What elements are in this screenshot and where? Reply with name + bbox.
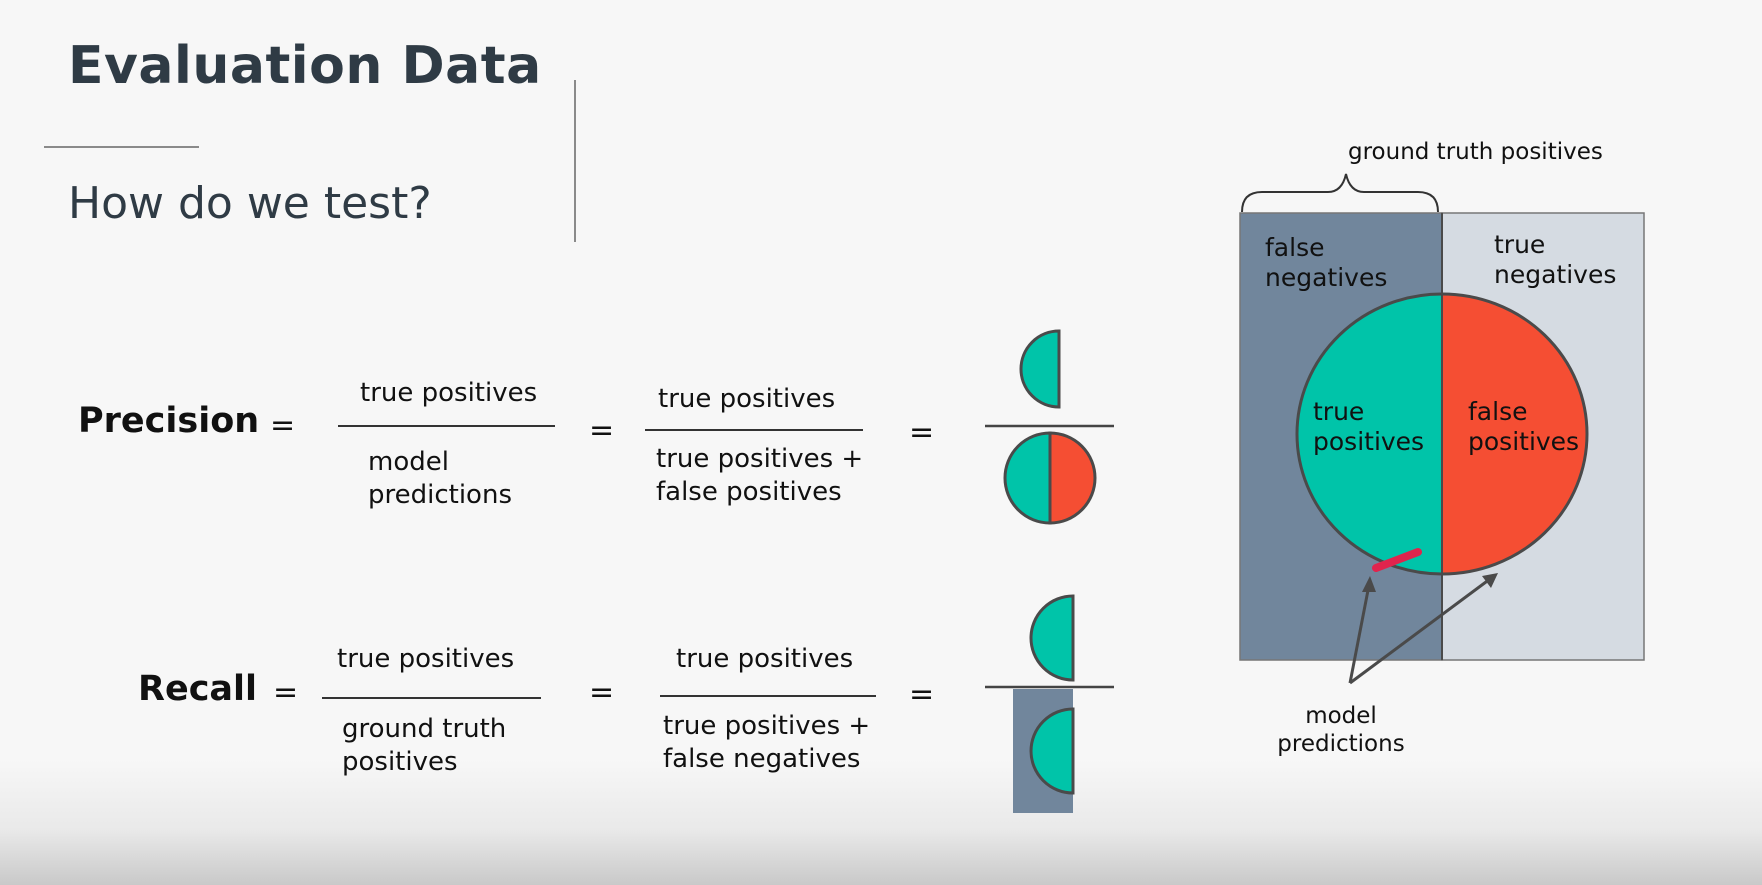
recall-label: Recall bbox=[138, 669, 258, 709]
pointer-mark bbox=[1372, 548, 1422, 572]
precision-fraction1-bar bbox=[338, 425, 555, 427]
vertical-divider bbox=[574, 80, 576, 242]
precision-top-half-circle bbox=[1019, 329, 1061, 409]
precision-fraction2-denominator-line1: true positives + bbox=[656, 444, 864, 474]
recall-fraction1-numerator: true positives bbox=[337, 644, 515, 674]
true-positives-region bbox=[1297, 294, 1442, 574]
precision-fraction2-numerator: true positives bbox=[658, 384, 836, 414]
true-negatives-label-line2: negatives bbox=[1494, 260, 1616, 289]
confusion-diagram: ground truth positives false negatives t… bbox=[1239, 139, 1645, 757]
recall-top-half-circle bbox=[1029, 594, 1075, 682]
precision-fraction1-numerator: true positives bbox=[360, 378, 538, 408]
recall-fraction2-denominator-line2: false negatives bbox=[663, 744, 861, 774]
recall-fraction1-denominator-line1: ground truth bbox=[342, 714, 507, 744]
true-positives-label-line1: true bbox=[1313, 397, 1364, 426]
recall-bottom-half-circle bbox=[1029, 707, 1075, 795]
precision-equals-1: = bbox=[270, 408, 296, 443]
precision-fraction2-denominator-line2: false positives bbox=[656, 477, 842, 507]
recall-pictogram bbox=[985, 594, 1114, 813]
recall-equals-3: = bbox=[909, 677, 935, 712]
precision-equals-3: = bbox=[909, 415, 935, 450]
false-positives-region bbox=[1442, 294, 1587, 574]
recall-fraction1-denominator-line2: positives bbox=[342, 747, 458, 777]
ground-truth-positives-label: ground truth positives bbox=[1348, 139, 1603, 165]
recall-fraction2-denominator-line1: true positives + bbox=[663, 711, 871, 741]
true-positives-label-line2: positives bbox=[1313, 427, 1424, 456]
true-negatives-label-line1: true bbox=[1494, 230, 1545, 259]
precision-bottom-tp-half bbox=[1003, 431, 1052, 525]
model-predictions-label-line2: predictions bbox=[1277, 731, 1404, 757]
false-positives-label-line1: false bbox=[1468, 397, 1527, 426]
precision-fraction2-bar bbox=[645, 429, 863, 431]
precision-bottom-fp-half bbox=[1048, 431, 1097, 525]
slide-title: Evaluation Data bbox=[68, 36, 542, 96]
recall-fraction2-numerator: true positives bbox=[676, 644, 854, 674]
ground-truth-brace bbox=[1241, 173, 1439, 213]
false-negatives-label-line2: negatives bbox=[1265, 263, 1387, 292]
slide-subtitle: How do we test? bbox=[68, 178, 432, 229]
title-divider bbox=[44, 146, 199, 148]
recall-equals-2: = bbox=[589, 675, 615, 710]
model-predictions-label-line1: model bbox=[1305, 703, 1377, 729]
false-positives-label-line2: positives bbox=[1468, 427, 1579, 456]
predictions-arrow-left bbox=[1348, 579, 1372, 684]
precision-label: Precision bbox=[78, 401, 260, 441]
precision-fraction1-denominator-line1: model bbox=[368, 447, 449, 477]
recall-equals-1: = bbox=[273, 675, 299, 710]
false-negatives-label-line1: false bbox=[1265, 233, 1324, 262]
predictions-arrowhead-right bbox=[1482, 573, 1498, 588]
recall-fraction2-bar bbox=[660, 695, 876, 697]
predictions-arrowhead-left bbox=[1362, 576, 1376, 592]
precision-fraction1-denominator-line2: predictions bbox=[368, 480, 512, 510]
predictions-arrow-right bbox=[1349, 574, 1495, 685]
recall-fraction1-bar bbox=[322, 697, 541, 699]
precision-equals-2: = bbox=[589, 413, 615, 448]
precision-pictogram bbox=[985, 329, 1114, 525]
